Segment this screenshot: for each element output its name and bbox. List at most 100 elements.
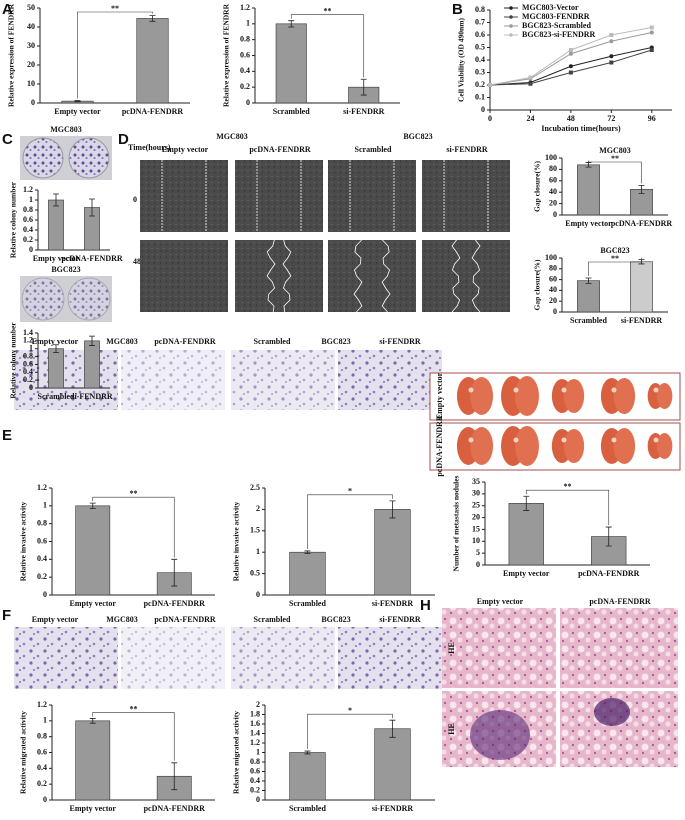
- legend-marker: [509, 24, 513, 28]
- x-tick-label: pcDNA-FENDRR: [578, 569, 640, 578]
- error-bar: [304, 750, 311, 755]
- wound-image: [140, 160, 228, 232]
- y-tick-label: 0.8: [23, 351, 33, 360]
- nodule: [561, 437, 567, 443]
- bar: [75, 720, 111, 801]
- group-title: BGC823: [321, 615, 350, 624]
- y-tick-label: 0: [553, 210, 557, 219]
- x-tick-label: Empty vector: [54, 107, 101, 116]
- significance-bracket: [307, 713, 393, 750]
- significance-label: **: [611, 154, 619, 163]
- error-bar: [389, 719, 396, 738]
- legend-marker: [509, 33, 513, 37]
- invasion-image: [338, 350, 442, 410]
- wound-image: [140, 240, 228, 312]
- y-axis-label: Relative invasive activity: [232, 501, 241, 581]
- error-bar: [288, 20, 295, 28]
- y-tick-label: 20: [549, 296, 557, 305]
- chart-title: MGC803: [599, 146, 631, 155]
- significance-label: **: [130, 704, 138, 713]
- y-axis-label: Gap closure(%): [533, 161, 542, 212]
- y-tick-label: 0: [256, 795, 260, 804]
- point: [568, 70, 573, 75]
- error-bar: [304, 550, 311, 554]
- bar: [577, 280, 600, 313]
- bar: [577, 164, 600, 216]
- error-bar: [638, 184, 645, 194]
- tumor-nodule: [470, 710, 530, 760]
- y-tick-label: 50: [27, 3, 35, 12]
- y-tick-label: 0.4: [23, 367, 33, 376]
- bar: [508, 503, 544, 566]
- y-tick-label: 0.4: [250, 776, 260, 785]
- column-title: Empty vector: [32, 337, 79, 346]
- y-tick-label: 0.6: [37, 536, 47, 545]
- y-tick-label: 0.2: [23, 375, 33, 384]
- y-tick-label: 0: [43, 795, 47, 804]
- y-tick-label: 1.6: [250, 719, 260, 728]
- x-tick-label: Scrambled: [570, 316, 607, 325]
- point: [568, 64, 573, 69]
- wound-image: [422, 240, 510, 312]
- y-tick-label: 1.2: [250, 738, 260, 747]
- y-tick-label: 40: [549, 285, 557, 294]
- y-tick-label: 1: [43, 501, 47, 510]
- y-axis-label: Relative expression of FENDRR: [222, 3, 231, 107]
- y-tick-label: 1.2: [37, 700, 47, 709]
- row-label: 48: [133, 257, 141, 266]
- y-tick-label: 1.2: [23, 185, 33, 194]
- x-tick-label: pcDNA-FENDRR: [144, 804, 206, 813]
- point: [649, 48, 654, 52]
- y-tick-label: 0.5: [475, 42, 485, 51]
- y-tick-label: 1: [246, 19, 250, 28]
- image-title: MGC803: [50, 125, 82, 134]
- bar: [374, 728, 411, 801]
- y-tick-label: 0.2: [250, 785, 260, 794]
- significance-bracket: [307, 494, 393, 549]
- panel-label: D: [118, 131, 129, 148]
- legend-label: BGC823-Scrambled: [522, 21, 591, 30]
- image-title: BGC823: [51, 265, 80, 274]
- row-label: HE: [447, 642, 456, 654]
- chart-title: BGC823: [600, 246, 629, 255]
- y-axis-label: Relative migrated activity: [19, 711, 28, 794]
- lung-images: [456, 376, 673, 466]
- row-label: HE: [447, 723, 456, 735]
- x-tick-label: Empty vector: [33, 254, 80, 263]
- error-bar: [89, 718, 96, 724]
- y-tick-label: 0: [256, 590, 260, 599]
- y-tick-label: 0.8: [250, 757, 260, 766]
- y-tick-label: 0.6: [475, 30, 485, 39]
- migration-image: [121, 627, 225, 689]
- x-tick-label: si-FENDRR: [621, 316, 663, 325]
- column-title: Empty vector: [477, 597, 524, 606]
- lung: [563, 429, 585, 463]
- error-bar: [585, 162, 592, 168]
- error-bar: [523, 495, 530, 511]
- migration-image: [14, 627, 118, 689]
- migration-image: [338, 627, 442, 689]
- y-tick-label: 2: [256, 700, 260, 709]
- invasion-image: [231, 350, 335, 410]
- y-tick-label: 1: [256, 547, 260, 556]
- y-tick-label: 100: [545, 253, 557, 262]
- y-tick-label: 0.4: [240, 66, 250, 75]
- histology-image: [442, 608, 556, 688]
- bar: [136, 18, 169, 104]
- y-tick-label: 0: [29, 245, 33, 254]
- significance-label: **: [564, 482, 572, 491]
- column-title: pcDNA-FENDRR: [589, 597, 651, 606]
- significance-bracket: [290, 14, 365, 78]
- point: [649, 25, 654, 30]
- y-axis-label: Relative invasive activity: [19, 501, 28, 581]
- lung: [470, 377, 494, 415]
- bar: [48, 199, 64, 251]
- wound-edge: [353, 239, 363, 313]
- x-tick-label: Scrambled: [289, 599, 326, 608]
- x-tick-label: Scrambled: [273, 107, 310, 116]
- y-tick-label: 0.4: [37, 554, 47, 563]
- significance-label: *: [348, 487, 352, 496]
- group-title: MGC803: [106, 615, 138, 624]
- row-label: pcDNA-FENDRR: [435, 415, 444, 477]
- group-title: MGC803: [216, 132, 248, 141]
